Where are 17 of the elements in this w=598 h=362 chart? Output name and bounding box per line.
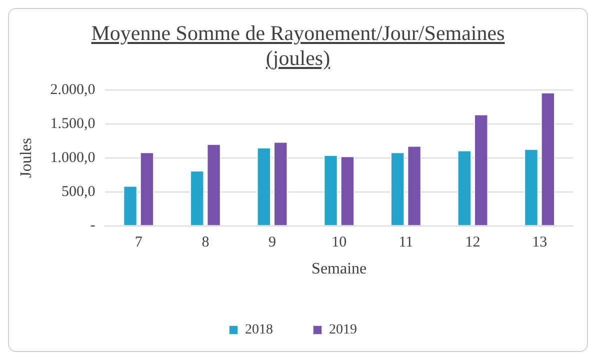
y-tick-label: 1.000,0 [50, 150, 96, 166]
legend-label: 2018 [245, 322, 273, 338]
x-tick-label: 7 [134, 234, 143, 251]
y-axis-title: Joules [18, 138, 35, 178]
x-tick-label: 13 [532, 234, 548, 251]
y-tick-label: 2.000,0 [50, 82, 96, 98]
x-axis-title: Semaine [312, 260, 367, 278]
x-tick-label: 12 [465, 234, 480, 251]
x-tick-label: 9 [268, 234, 276, 251]
y-tick-label: 500,0 [61, 184, 96, 200]
x-tick-label: 10 [332, 234, 347, 251]
y-tick-label: 1.500,0 [50, 116, 96, 132]
chart-title: Moyenne Somme de Rayonement/Jour/Semaines (joules) [90, 20, 506, 71]
legend-label: 2019 [329, 322, 357, 338]
x-tick-label: 11 [398, 234, 414, 251]
x-tick-label: 8 [202, 234, 210, 251]
y-tick-label: - [90, 218, 96, 234]
